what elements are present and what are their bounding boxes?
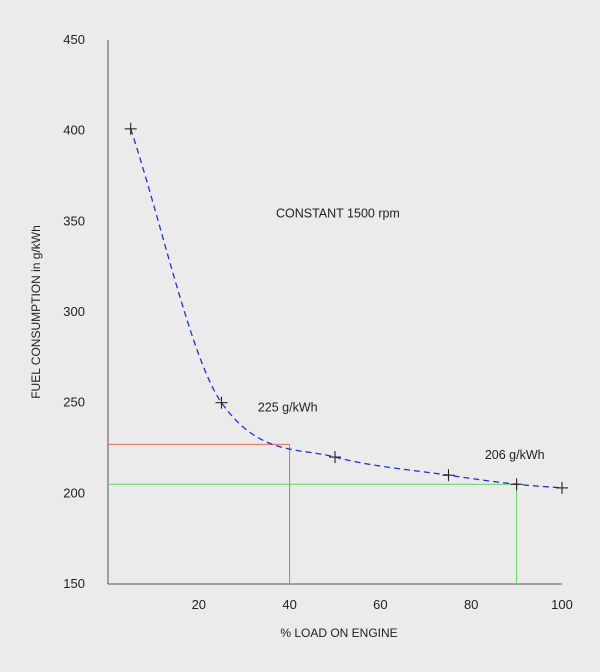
data-point-marker bbox=[215, 396, 228, 409]
x-axis-title: % LOAD ON ENGINE bbox=[280, 626, 397, 640]
data-point-marker bbox=[510, 478, 523, 491]
y-tick-label: 200 bbox=[63, 485, 85, 500]
x-tick-label: 100 bbox=[551, 597, 573, 612]
series-layer bbox=[124, 122, 568, 494]
x-tick-label: 60 bbox=[373, 597, 387, 612]
x-tick-label: 20 bbox=[192, 597, 206, 612]
chart-annotation: 206 g/kWh bbox=[485, 448, 545, 462]
y-axis-title: FUEL CONSUMPTION in g/kWh bbox=[29, 225, 43, 399]
chart-annotation: CONSTANT 1500 rpm bbox=[276, 207, 400, 221]
labels-layer: % LOAD ON ENGINE FUEL CONSUMPTION in g/kW… bbox=[29, 207, 545, 640]
fuel-consumption-curve bbox=[130, 128, 563, 489]
data-point-marker bbox=[442, 469, 455, 482]
data-point-marker bbox=[124, 122, 137, 135]
axes: 150 200 250 300 350 400 450 20 40 60 80 100 bbox=[63, 32, 573, 612]
data-point-marker bbox=[556, 481, 568, 494]
y-tick-label: 250 bbox=[63, 395, 85, 410]
x-tick-label: 80 bbox=[464, 597, 478, 612]
y-tick-label: 150 bbox=[63, 576, 85, 591]
reference-lines bbox=[108, 443, 518, 584]
y-tick-label: 450 bbox=[63, 32, 85, 47]
data-point-marker bbox=[329, 451, 341, 464]
chart-annotation: 225 g/kWh bbox=[258, 401, 318, 415]
x-tick-label: 40 bbox=[282, 597, 296, 612]
y-tick-label: 400 bbox=[63, 123, 85, 138]
y-tick-label: 300 bbox=[63, 304, 85, 319]
y-tick-label: 350 bbox=[63, 213, 85, 228]
